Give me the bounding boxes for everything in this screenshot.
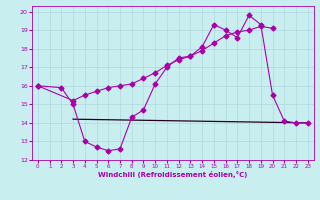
X-axis label: Windchill (Refroidissement éolien,°C): Windchill (Refroidissement éolien,°C) <box>98 171 247 178</box>
